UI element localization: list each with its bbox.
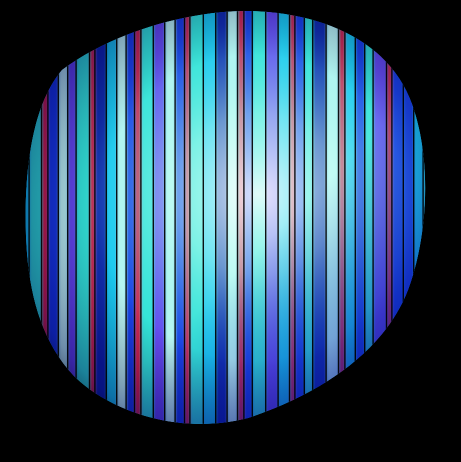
gap-line [183, 11, 186, 424]
stripe [8, 0, 16, 462]
gap-line [251, 11, 253, 424]
gap-line [325, 11, 327, 424]
gap-lines-group [15, 0, 451, 462]
gap-line [67, 11, 69, 424]
gap-line [431, 0, 432, 462]
gap-line [437, 0, 438, 462]
gap-line [226, 11, 228, 424]
gap-line [364, 11, 366, 424]
gap-line [277, 11, 279, 424]
gap-line [391, 11, 393, 424]
gap-line [125, 11, 127, 424]
gap-line [15, 0, 16, 462]
gap-line [422, 11, 424, 424]
stripe [439, 0, 451, 462]
gap-line [215, 11, 217, 424]
gap-line [385, 11, 388, 424]
gap-line [294, 11, 296, 424]
red-stripe [432, 0, 438, 462]
gap-line [47, 11, 49, 424]
gap-line [105, 11, 107, 424]
gap-line [57, 11, 59, 424]
gap-line [174, 11, 176, 424]
stripe [423, 11, 426, 424]
gap-line [28, 11, 30, 424]
gap-line [133, 11, 136, 424]
gap-line [116, 11, 118, 424]
gap-line [236, 11, 239, 424]
gap-line [202, 11, 204, 424]
gap-line [402, 11, 404, 424]
gap-line [164, 11, 166, 424]
gap-line [75, 11, 77, 424]
gap-line [312, 11, 314, 424]
gap-line [413, 11, 415, 424]
gap-line [88, 11, 91, 424]
gap-line [40, 11, 43, 424]
gap-line [288, 11, 291, 424]
gap-line [189, 11, 191, 424]
gap-line [243, 11, 245, 424]
gap-line [152, 11, 154, 424]
gap-line [344, 11, 346, 424]
gap-line [303, 11, 305, 424]
gap-line [265, 11, 267, 424]
gap-line [372, 11, 374, 424]
gap-line [337, 11, 340, 424]
gap-line [354, 11, 356, 424]
gap-line [94, 11, 96, 424]
gap-line [450, 0, 451, 462]
gap-line [140, 11, 142, 424]
